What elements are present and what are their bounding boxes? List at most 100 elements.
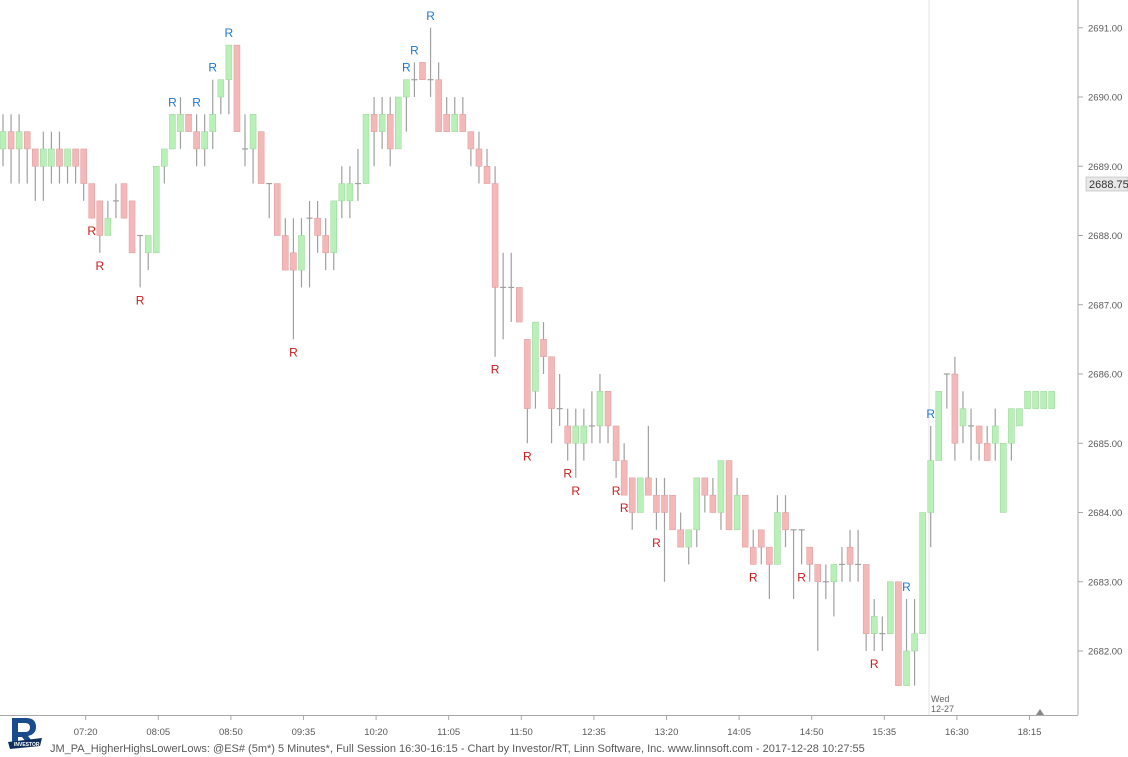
candle — [169, 114, 176, 150]
candle-body-up — [169, 114, 176, 150]
candle-body-down — [443, 114, 450, 132]
scroll-end-triangle-icon[interactable] — [1036, 709, 1044, 715]
candle-body-down — [524, 339, 531, 409]
candle — [322, 218, 329, 271]
candle — [855, 529, 862, 582]
candle — [1024, 391, 1031, 409]
candle — [15, 114, 23, 184]
candle — [645, 425, 652, 496]
candle — [201, 114, 208, 167]
candle-body-down — [862, 564, 870, 634]
y-tick-label: 2683.00 — [1088, 577, 1122, 588]
r-marker-low: R — [523, 449, 532, 463]
candle — [346, 166, 354, 219]
x-tick-label: 14:05 — [727, 727, 751, 738]
candle-body-up — [362, 114, 370, 184]
candle — [927, 425, 934, 548]
candle-body-up — [887, 581, 894, 634]
candle — [459, 97, 467, 132]
candle-body-down — [435, 79, 442, 132]
candle-body-down — [814, 564, 822, 582]
candle-body-up — [346, 183, 354, 202]
time-axis[interactable]: 07:20 08:05 08:50 09:35 10:20 11:05 11:50 12:35… — [74, 715, 1042, 738]
y-tick-label: 2687.00 — [1088, 300, 1122, 311]
candle-body-up — [572, 425, 580, 444]
candle — [32, 148, 39, 201]
candle — [959, 391, 967, 444]
candle — [242, 114, 249, 167]
candle-body-up — [330, 200, 337, 254]
candle-body-down — [282, 235, 289, 271]
candle — [516, 287, 523, 323]
x-tick-label: 15:35 — [872, 727, 896, 738]
candle-body-down — [548, 356, 555, 409]
candle — [193, 114, 200, 167]
candle-body-down — [483, 166, 491, 184]
x-tick-label: 08:05 — [146, 727, 170, 738]
candle-body-up — [717, 460, 725, 513]
candle — [120, 183, 128, 219]
candle-body-up — [596, 391, 604, 427]
chart-footer-caption: JM_PA_HigherHighsLowerLows: @ES# (5m*) 5… — [50, 743, 865, 755]
candle — [330, 200, 337, 271]
candle-body-down — [419, 62, 426, 80]
candle — [628, 477, 636, 530]
candle — [677, 512, 684, 548]
candle-body-down — [459, 114, 467, 132]
candle — [378, 97, 386, 149]
r-marker-low: R — [95, 259, 104, 273]
candle — [879, 616, 886, 651]
candle-body-up — [870, 616, 878, 634]
candles-layer — [0, 27, 1055, 686]
candle — [314, 200, 321, 253]
candle-body-down — [193, 131, 200, 150]
candle-body-down — [975, 425, 983, 444]
candle-body-up — [298, 235, 305, 271]
candle — [40, 131, 47, 201]
candle-body-down — [386, 114, 394, 150]
price-axis[interactable]: 2682.00 2683.00 2684.00 2685.00 2686.00 2687.… — [1078, 23, 1122, 658]
candle-body-up — [451, 114, 459, 132]
candle-body-down — [653, 494, 660, 513]
candle — [443, 97, 450, 132]
candle-body-down — [233, 44, 241, 132]
candle-body-down — [612, 425, 620, 461]
candle-body-down — [661, 494, 668, 513]
candle-body-down — [725, 460, 733, 531]
candle — [983, 425, 991, 461]
candle-body-down — [257, 131, 265, 184]
candle-body-down — [72, 148, 79, 167]
candle — [137, 234, 144, 288]
r-marker-high: R — [192, 95, 201, 109]
r-marker-high: R — [168, 95, 177, 109]
candle — [1000, 443, 1007, 513]
candle-body-up — [1032, 391, 1039, 409]
x-tick-label: 09:35 — [292, 727, 316, 738]
candle — [701, 477, 709, 513]
candle-body-down — [540, 339, 547, 357]
candle — [225, 44, 233, 115]
candle — [693, 477, 701, 548]
candle-body-up — [40, 148, 47, 167]
candle — [48, 131, 55, 184]
r-marker-high: R — [426, 9, 435, 23]
candle — [185, 114, 192, 132]
r-marker-low: R — [563, 467, 572, 481]
candle — [427, 27, 434, 97]
y-tick-label: 2690.00 — [1088, 93, 1122, 104]
candle — [564, 408, 571, 461]
candle — [403, 79, 410, 132]
candle — [669, 494, 676, 531]
candle-body-up — [927, 460, 934, 513]
candle — [338, 166, 346, 219]
candle — [1008, 408, 1015, 461]
candle — [153, 166, 160, 254]
candle-body-down — [758, 529, 765, 548]
r-marker-low: R — [571, 484, 580, 498]
candle-body-down — [766, 546, 773, 565]
candle — [935, 391, 943, 461]
r-marker-low: R — [749, 570, 758, 584]
candle — [919, 512, 926, 634]
